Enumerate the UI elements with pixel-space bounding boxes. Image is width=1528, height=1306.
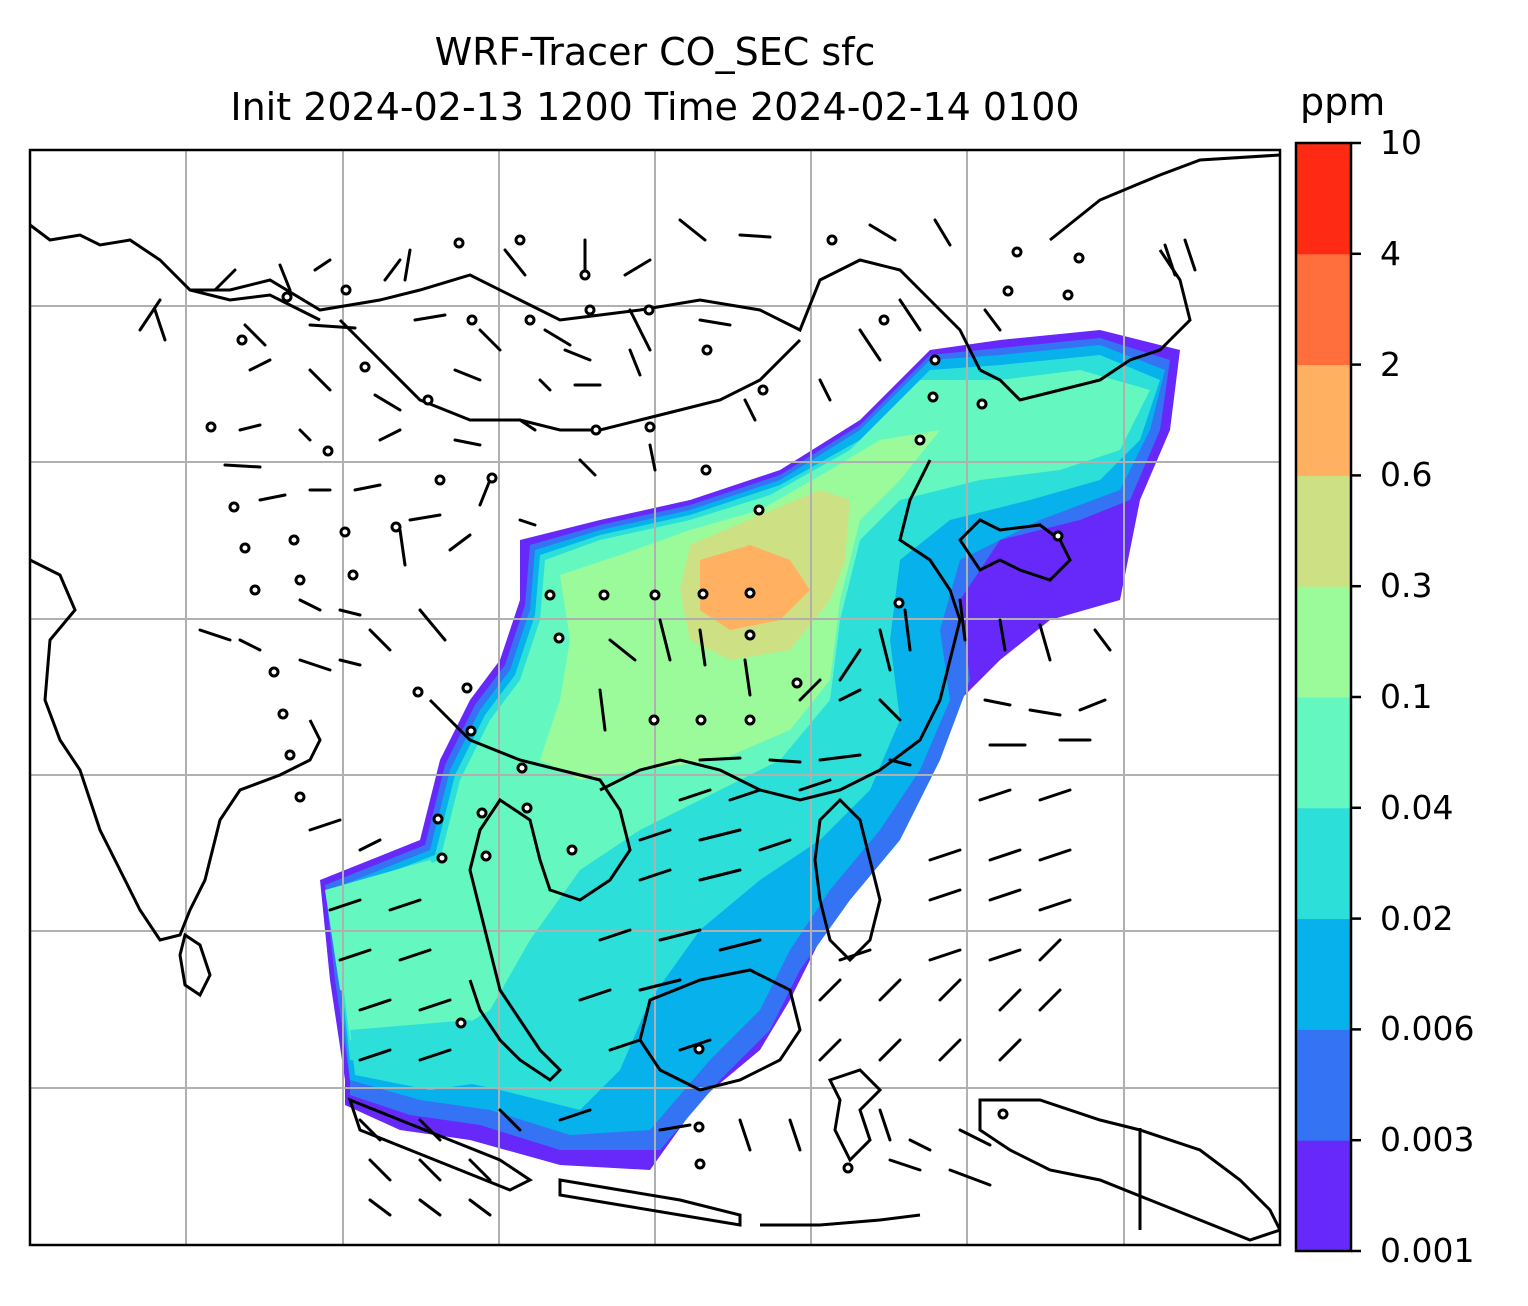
colorbar-segment xyxy=(1296,143,1351,255)
indochina xyxy=(428,698,632,951)
map-title: WRF-Tracer CO_SEC sfc xyxy=(434,30,876,74)
colorbar-tick-label: 0.003 xyxy=(1380,1120,1475,1160)
colorbar xyxy=(1294,141,1361,1253)
colorbar-segment xyxy=(1296,697,1351,809)
colorbar-tick-label: 0.3 xyxy=(1380,566,1433,606)
colorbar-segment xyxy=(1296,1029,1351,1141)
china-coast xyxy=(599,459,962,802)
sumatra xyxy=(347,1097,533,1192)
wind-barbs xyxy=(138,218,1197,1217)
coastlines-borders xyxy=(30,153,1280,1242)
colorbar-tick-label: 0.001 xyxy=(1380,1231,1475,1270)
colorbar-tick-label: 0.006 xyxy=(1380,1009,1475,1049)
java xyxy=(558,1178,742,1227)
mongolia-south xyxy=(338,318,802,432)
plume-level-8 xyxy=(700,545,810,630)
japan-islands xyxy=(958,518,1072,582)
map-frame xyxy=(28,148,1282,1247)
himalaya-border xyxy=(30,223,321,322)
india-coastline xyxy=(30,558,322,942)
colorbar-tick-label: 0.04 xyxy=(1380,787,1454,827)
colorbar-segment xyxy=(1296,253,1351,366)
colorbar-segment xyxy=(1296,918,1351,1030)
colorbar-tick-label: 4 xyxy=(1380,233,1401,273)
sri-lanka xyxy=(178,932,212,998)
malay-peninsula xyxy=(468,949,563,1082)
colorbar-tick-label: 2 xyxy=(1380,344,1401,384)
china-north-border xyxy=(190,258,982,371)
colorbar-segment xyxy=(1296,586,1351,698)
sulawesi xyxy=(827,1068,883,1163)
colorbar-segment xyxy=(1296,364,1351,476)
lesser-sunda xyxy=(760,1213,921,1227)
colorbar-segment xyxy=(1296,1140,1351,1252)
colorbar-tick-label: 0.6 xyxy=(1380,455,1433,495)
colorbar-tick-label: 10 xyxy=(1380,123,1422,162)
borneo xyxy=(638,968,802,1092)
russia-far-east xyxy=(1049,153,1280,242)
colorbar-segment xyxy=(1296,475,1351,587)
colorbar-segment xyxy=(1296,807,1351,920)
map-subtitle: Init 2024-02-13 1200 Time 2024-02-14 010… xyxy=(230,85,1080,129)
colorbar-unit: ppm xyxy=(1300,80,1386,124)
new-guinea xyxy=(978,1098,1280,1242)
calm-wind-circles xyxy=(205,234,1085,1174)
philippines xyxy=(813,797,882,963)
colorbar-tick-label: 0.02 xyxy=(1380,898,1454,938)
tracer-plume xyxy=(320,330,1180,1170)
map-gridlines xyxy=(30,150,1280,1245)
korea-japan xyxy=(979,249,1192,402)
colorbar-tick-label: 0.1 xyxy=(1380,677,1433,716)
